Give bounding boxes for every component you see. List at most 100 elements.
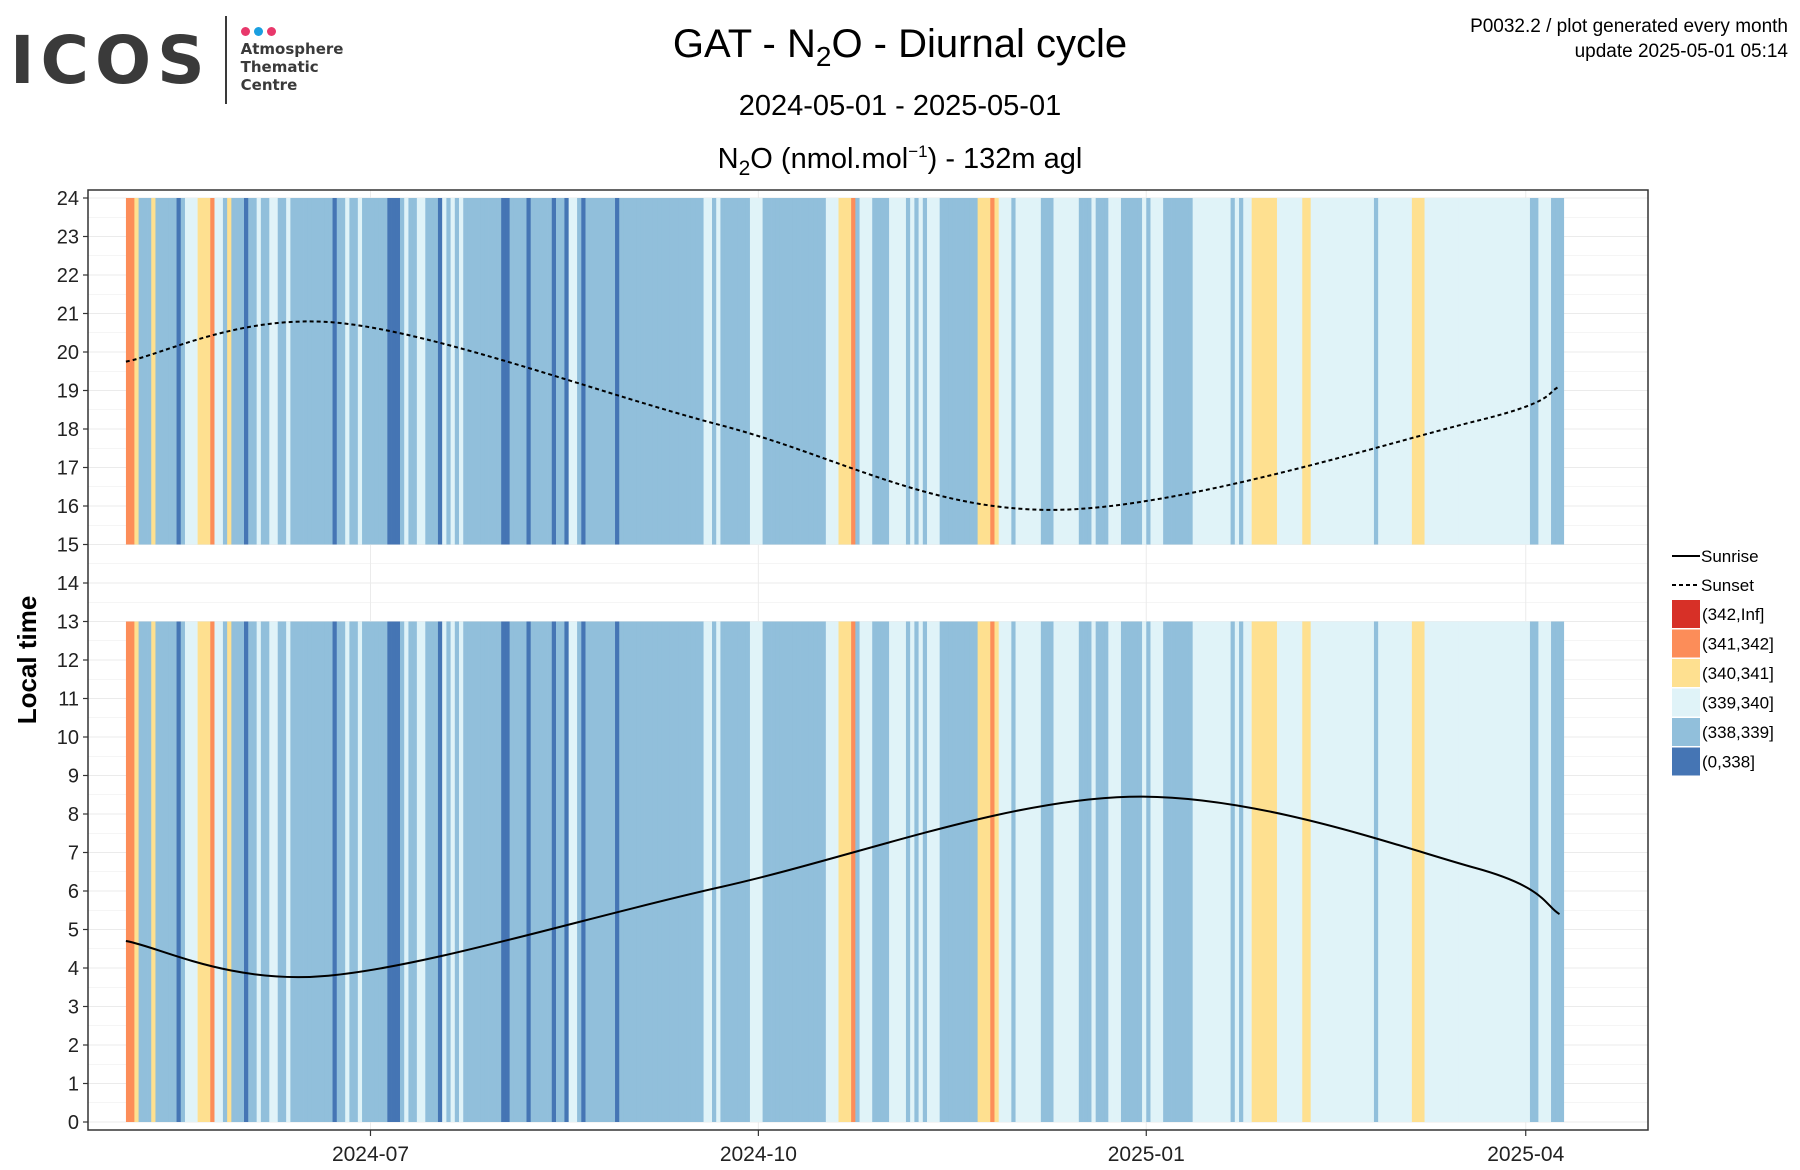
heatmap-tile: [463, 621, 468, 1122]
heatmap-tile: [1496, 198, 1501, 545]
heatmap-tile: [1386, 198, 1392, 545]
heatmap-tile: [425, 621, 430, 1122]
heatmap-tile: [1154, 621, 1160, 1122]
heatmap-tile: [872, 621, 877, 1122]
heatmap-tile: [1336, 198, 1341, 545]
heatmap-tile: [956, 198, 962, 545]
heatmap-tile: [585, 621, 591, 1122]
heatmap-tile: [547, 198, 553, 545]
heatmap-tile: [834, 621, 839, 1122]
heatmap-tile: [1049, 621, 1054, 1122]
heatmap-tile: [1428, 621, 1434, 1122]
heatmap-tile: [391, 198, 397, 545]
heatmap-tile: [543, 621, 548, 1122]
heatmap-tile: [834, 198, 839, 545]
heatmap-tile: [636, 198, 641, 545]
heatmap-tile: [572, 198, 578, 545]
heatmap-tile: [1538, 621, 1543, 1122]
heatmap-tile: [1441, 621, 1447, 1122]
heatmap-tile: [619, 621, 624, 1122]
heatmap-tile: [290, 621, 295, 1122]
heatmap-tile: [543, 198, 548, 545]
heatmap-tile: [855, 198, 860, 545]
heatmap-tile: [484, 621, 489, 1122]
heatmap-tile: [846, 198, 852, 545]
heatmap-tile: [1529, 198, 1535, 545]
legend-swatch: [1672, 747, 1700, 776]
y-tick-label: 12: [57, 650, 79, 672]
heatmap-tile: [159, 198, 165, 545]
heatmap-tile: [159, 621, 165, 1122]
heatmap-tile: [648, 198, 654, 545]
chart-subtitle-part: N: [718, 143, 739, 175]
heatmap-tile: [1175, 198, 1181, 545]
heatmap-tile: [421, 198, 426, 545]
title-post: O - Diurnal cycle: [831, 22, 1128, 66]
heatmap-tile: [889, 198, 894, 545]
heatmap-tile: [130, 621, 135, 1122]
heatmap-tile: [1407, 621, 1413, 1122]
date-range: 2024-05-01 - 2025-05-01: [738, 90, 1062, 122]
heatmap-tile: [960, 621, 966, 1122]
heatmap-tile: [787, 198, 793, 545]
heatmap-tile: [307, 621, 312, 1122]
heatmap-tile: [1348, 621, 1354, 1122]
heatmap-tile: [1201, 198, 1206, 545]
heatmap-tiles: [125, 198, 1565, 1122]
heatmap-tile: [1390, 621, 1396, 1122]
heatmap-tile: [1234, 198, 1240, 545]
heatmap-tile: [1492, 198, 1497, 545]
heatmap-tile: [1508, 621, 1514, 1122]
heatmap-tile: [1357, 198, 1362, 545]
heatmap-tile: [1352, 198, 1358, 545]
heatmap-tile: [749, 621, 755, 1122]
heatmap-tile: [328, 198, 333, 545]
heatmap-tile: [252, 621, 258, 1122]
heatmap-tile: [914, 621, 919, 1122]
heatmap-tile: [880, 198, 886, 545]
heatmap-tile: [1222, 198, 1227, 545]
heatmap-tile: [1222, 621, 1227, 1122]
heatmap-tile: [766, 621, 772, 1122]
heatmap-tile: [610, 621, 616, 1122]
heatmap-tile: [1040, 198, 1046, 545]
heatmap-tile: [1120, 198, 1126, 545]
heatmap-tile: [366, 621, 371, 1122]
heatmap-tile: [572, 621, 578, 1122]
heatmap-tile: [699, 621, 704, 1122]
legend-swatch: [1672, 718, 1700, 746]
heatmap-tile: [754, 621, 759, 1122]
heatmap-tile: [147, 198, 152, 545]
heatmap-tile: [1095, 621, 1101, 1122]
heatmap-tile: [682, 621, 688, 1122]
heatmap-tile: [180, 198, 186, 545]
heatmap-tile: [1272, 621, 1278, 1122]
heatmap-tile: [222, 198, 228, 545]
y-tick-label: 14: [57, 573, 79, 595]
heatmap-tile: [598, 198, 603, 545]
heatmap-tile: [1470, 621, 1476, 1122]
heatmap-tile: [615, 621, 620, 1122]
heatmap-tile: [1137, 621, 1143, 1122]
heatmap-tile: [1209, 198, 1215, 545]
heatmap-tile: [619, 198, 624, 545]
heatmap-tile: [623, 621, 629, 1122]
y-tick-label: 11: [58, 689, 79, 711]
heatmap-tile: [1120, 621, 1126, 1122]
heatmap-tile: [265, 621, 270, 1122]
heatmap-tile: [1213, 198, 1219, 545]
y-tick-label: 2: [68, 1035, 79, 1057]
heatmap-tile: [593, 198, 599, 545]
heatmap-tile: [1344, 198, 1350, 545]
heatmap-tile: [155, 621, 161, 1122]
chart-subtitle: N2O (nmol.mol−1) - 132m agl: [718, 142, 1083, 180]
heatmap-tile: [1382, 198, 1387, 545]
heatmap-tile: [307, 198, 312, 545]
heatmap-tile: [294, 198, 300, 545]
heatmap-tile: [387, 621, 392, 1122]
heatmap-tile: [990, 198, 995, 545]
heatmap-tile: [286, 621, 291, 1122]
heatmap-tile: [231, 198, 236, 545]
title-pre: GAT - N: [672, 22, 816, 66]
